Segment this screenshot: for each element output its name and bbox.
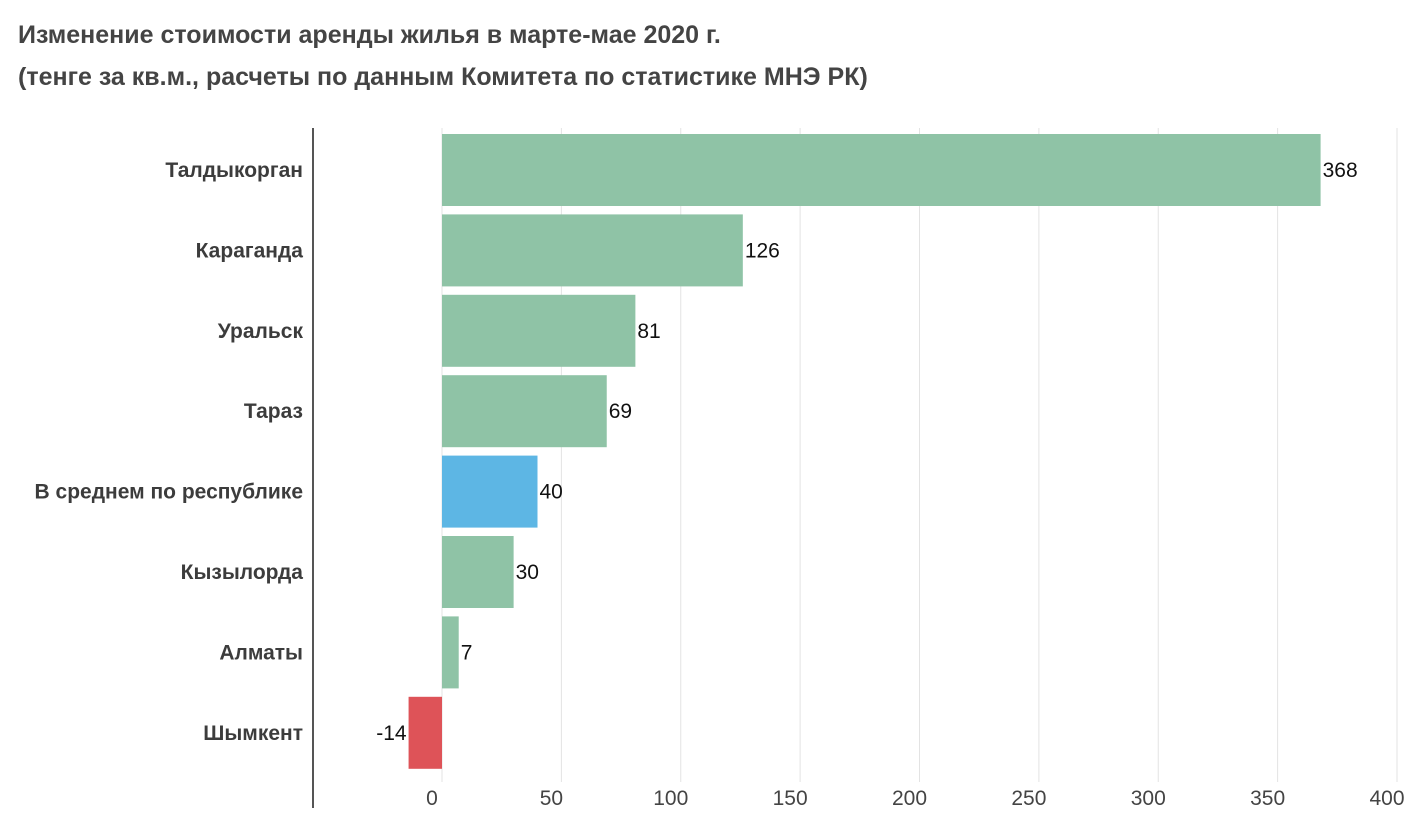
- x-tick-label: 400: [1369, 787, 1404, 810]
- x-tick-label: 100: [653, 787, 688, 810]
- value-label: 30: [516, 561, 539, 584]
- value-labels: 368 126 81 69 40 30 7 -14: [376, 159, 1357, 745]
- bar: [442, 536, 514, 608]
- gridlines: [441, 128, 1398, 782]
- value-label: 126: [745, 239, 780, 262]
- bar: [442, 455, 538, 528]
- bar: [442, 294, 636, 367]
- value-label: 368: [1323, 159, 1358, 182]
- category-label: Караганда: [196, 239, 304, 262]
- value-label: 81: [637, 320, 660, 343]
- x-tick-label: 250: [1011, 787, 1046, 810]
- x-tick-label: 350: [1250, 787, 1285, 810]
- category-label: Уральск: [218, 320, 304, 343]
- x-tick-label: 200: [892, 787, 927, 810]
- category-label: В среднем по республике: [35, 481, 303, 504]
- category-label: Алматы: [219, 641, 303, 664]
- x-tick-label: 0: [426, 787, 438, 810]
- category-labels: Талдыкорган Караганда Уральск Тараз В средне…: [35, 159, 304, 745]
- bar: [442, 616, 459, 689]
- bar: [408, 696, 442, 769]
- value-label: 40: [540, 481, 563, 504]
- bar: [442, 375, 607, 448]
- value-label: 7: [461, 641, 473, 664]
- x-tick-label: 300: [1131, 787, 1166, 810]
- category-label: Кызылорда: [181, 561, 304, 584]
- chart-title-block: Изменение стоимости аренды жилья в марте…: [18, 14, 1398, 98]
- chart-subtitle: (тенге за кв.м., расчеты по данным Комит…: [18, 63, 868, 91]
- chart-title: Изменение стоимости аренды жилья в марте…: [18, 21, 721, 49]
- x-tick-label: 150: [773, 787, 808, 810]
- category-label: Тараз: [244, 400, 303, 423]
- bars: [408, 134, 1321, 769]
- bar: [442, 214, 743, 287]
- x-axis-ticks: 0 50 100 150 200 250 300 350 400: [426, 787, 1404, 810]
- category-label: Шымкент: [203, 722, 303, 745]
- bar: [442, 134, 1321, 206]
- value-label: 69: [609, 400, 632, 423]
- category-label: Талдыкорган: [165, 159, 303, 182]
- value-label: -14: [376, 722, 407, 745]
- x-tick-label: 50: [540, 787, 563, 810]
